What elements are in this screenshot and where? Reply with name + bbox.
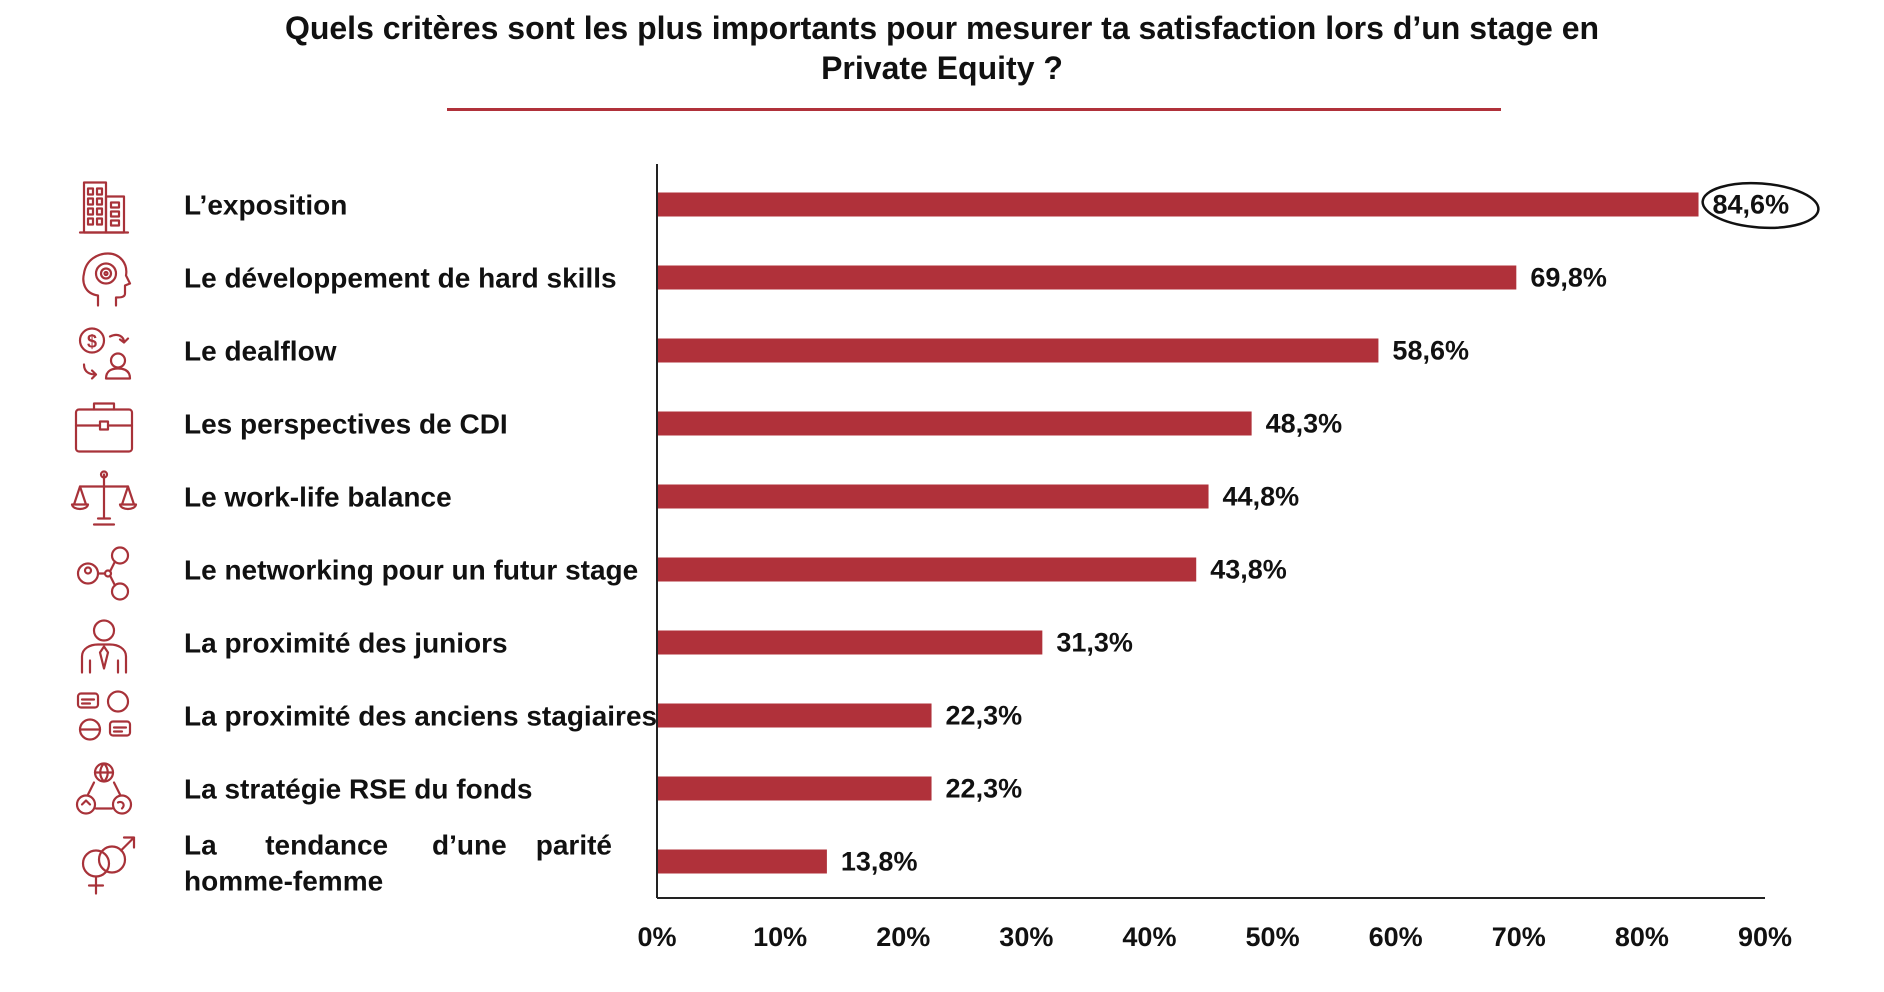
value-label: 22,3%: [946, 774, 1023, 804]
x-tick-label: 90%: [1738, 922, 1792, 952]
businessman-icon: [80, 619, 128, 674]
bar: [658, 776, 932, 801]
bar: [658, 703, 932, 728]
x-tick-label: 40%: [1122, 922, 1176, 952]
x-tick-labels: 0% 10% 20% 30% 40% 50% 60% 70% 80% 90%: [637, 922, 1792, 952]
bar: [658, 630, 1043, 655]
title-underline: [447, 108, 1501, 111]
x-tick-label: 0%: [637, 922, 676, 952]
category-label-word: d’une: [432, 830, 507, 861]
value-label: 58,6%: [1392, 336, 1469, 366]
category-icons: $: [70, 181, 138, 895]
bar: [658, 849, 827, 874]
category-label-line: homme-femme: [184, 866, 383, 897]
chart-title-line-2: Private Equity ?: [821, 50, 1063, 86]
briefcase-icon: [74, 402, 134, 453]
category-label: La stratégie RSE du fonds: [184, 774, 533, 805]
category-labels: L’exposition Le développement de hard ski…: [184, 190, 657, 897]
value-label: 69,8%: [1530, 263, 1607, 293]
x-tick-label: 20%: [876, 922, 930, 952]
value-label: 22,3%: [946, 701, 1023, 731]
money-exchange-icon: $: [78, 327, 132, 380]
svg-text:$: $: [87, 332, 97, 352]
category-label: Le développement de hard skills: [184, 263, 617, 294]
head-target-icon: [82, 252, 132, 307]
bar: [658, 265, 1517, 290]
category-label-word: parité: [536, 830, 612, 861]
value-label: 13,8%: [841, 847, 918, 877]
building-icon: [78, 181, 130, 234]
bar: [658, 484, 1209, 509]
value-label: 43,8%: [1210, 555, 1287, 585]
x-tick-label: 30%: [999, 922, 1053, 952]
category-label: Les perspectives de CDI: [184, 409, 508, 440]
network-icon: [76, 546, 130, 601]
value-label: 84,6%: [1713, 190, 1790, 220]
category-label-word: tendance: [265, 830, 388, 861]
value-labels: 84,6% 69,8% 58,6% 48,3% 44,8% 43,8% 31,3% 22,3%…: [841, 181, 1820, 877]
bar: [658, 338, 1379, 363]
x-tick-label: 70%: [1492, 922, 1546, 952]
gender-icon: [81, 836, 136, 895]
category-label-word: La: [184, 830, 217, 861]
chart-title: Quels critères sont les plus importants …: [0, 8, 1884, 88]
axes: [656, 164, 1765, 899]
scales-icon: [70, 470, 138, 526]
value-label: 48,3%: [1266, 409, 1343, 439]
highlight-circle: [1701, 181, 1820, 230]
x-tick-label: 60%: [1369, 922, 1423, 952]
category-label-line: La tendance d’une parité: [184, 830, 612, 861]
bar: [658, 192, 1699, 217]
category-label: La proximité des anciens stagiaires: [184, 701, 657, 732]
conversation-icon: [76, 690, 132, 741]
chart-title-line-1: Quels critères sont les plus importants …: [284, 10, 1600, 46]
category-label: Le dealflow: [184, 336, 337, 367]
category-label: Le networking pour un futur stage: [184, 555, 638, 586]
category-label: Le work-life balance: [184, 482, 452, 513]
category-label: La proximité des juniors: [184, 628, 508, 659]
category-label: L’exposition: [184, 190, 347, 221]
value-label: 31,3%: [1056, 628, 1133, 658]
bar: [658, 557, 1197, 582]
bar: [658, 411, 1252, 436]
x-tick-label: 50%: [1246, 922, 1300, 952]
value-label: 44,8%: [1223, 482, 1300, 512]
sustainability-icon: [75, 762, 133, 815]
x-tick-label: 10%: [753, 922, 807, 952]
x-tick-label: 80%: [1615, 922, 1669, 952]
bars: [658, 192, 1699, 874]
